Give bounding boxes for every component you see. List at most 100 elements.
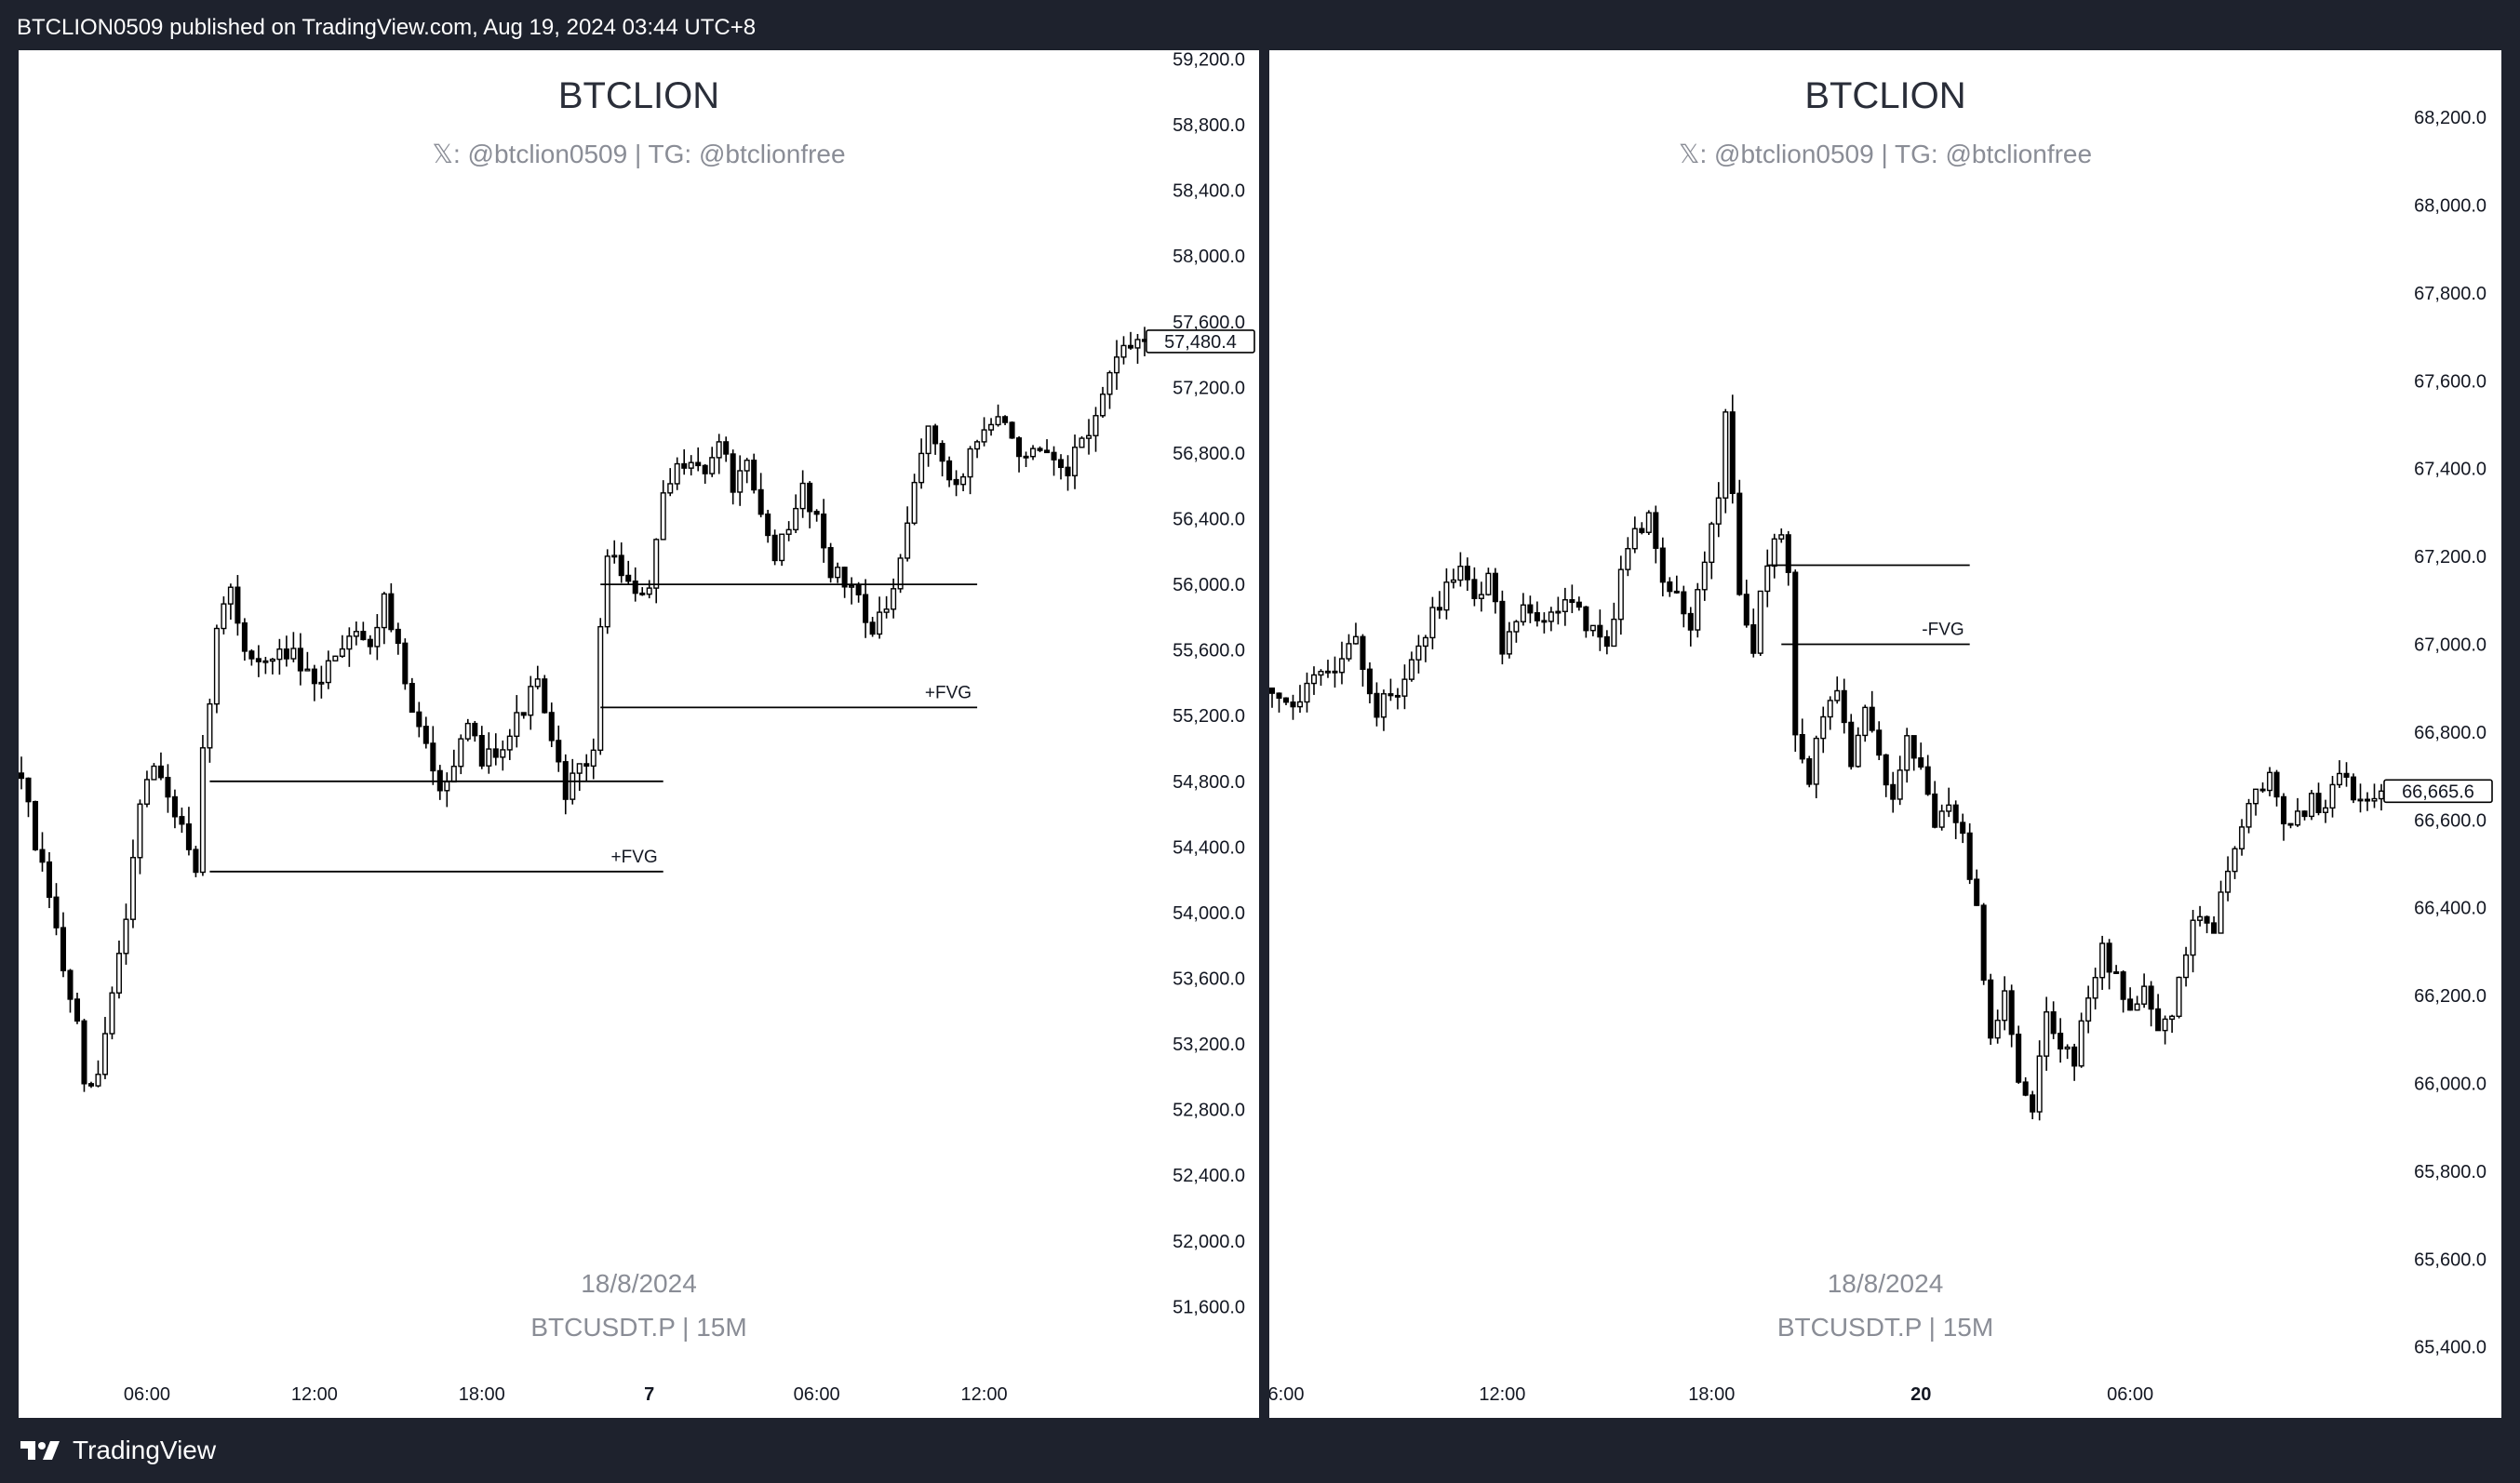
candle-body: [730, 453, 736, 493]
candle-body: [1051, 451, 1057, 461]
fvg-label: -FVG: [1922, 620, 1964, 639]
candle-body: [1722, 411, 1729, 499]
price-tick-label: 65,600.0: [2414, 1249, 2486, 1270]
candle-body: [1380, 693, 1387, 718]
candle-body: [534, 678, 541, 688]
candle-body: [849, 584, 855, 588]
candle-body: [1471, 579, 1478, 599]
candle-body: [1072, 447, 1079, 476]
price-tick-label: 66,200.0: [2414, 986, 2486, 1007]
candle-body: [1876, 729, 1883, 756]
time-tick-label: 6:00: [1269, 1384, 1304, 1405]
candle-body: [506, 735, 513, 751]
candle-body: [855, 584, 862, 595]
candle-body: [207, 702, 213, 749]
candlestick-chart-right[interactable]: 68,200.0 68,000.0 67,800.0 67,600.0 67,400.0…: [1269, 50, 2501, 1418]
price-tick-label: 55,200.0: [1173, 706, 1245, 727]
candle-body: [1611, 618, 1617, 648]
watermark-title: BTCLION: [557, 75, 720, 116]
candle-body: [785, 528, 792, 535]
price-tick-label: 67,000.0: [2414, 635, 2486, 655]
candle-body: [1960, 822, 1966, 835]
candle-body: [81, 1020, 87, 1085]
candle-body: [1569, 599, 1575, 604]
candle-body: [95, 1074, 101, 1087]
candle-body: [1009, 421, 1015, 439]
candle-body: [297, 648, 303, 672]
candle-body: [1346, 643, 1352, 660]
candle-body: [827, 547, 834, 579]
candle-body: [2127, 998, 2134, 1011]
candle-body: [374, 626, 381, 648]
candle-body: [395, 628, 401, 645]
candle-body: [381, 593, 387, 629]
price-tick-label: 68,000.0: [2414, 195, 2486, 216]
candle-body: [1952, 804, 1959, 823]
candle-body: [2343, 772, 2350, 778]
candle-body: [269, 658, 275, 662]
candle-body: [1429, 607, 1436, 639]
candle-body: [2044, 1011, 2050, 1057]
candle-body: [450, 765, 457, 783]
candle-body: [918, 452, 925, 484]
candle-body: [891, 588, 897, 610]
candle-body: [1729, 411, 1736, 494]
candle-body: [813, 511, 820, 515]
candle-body: [137, 803, 143, 859]
tradingview-logo-icon[interactable]: [19, 1437, 61, 1463]
candle-body: [2309, 793, 2315, 818]
candle-body: [583, 763, 590, 768]
candle-body: [716, 441, 722, 459]
candle-body: [1625, 548, 1631, 570]
candle-body: [1079, 437, 1085, 448]
chart-panel-right[interactable]: 68,200.0 68,000.0 67,800.0 67,600.0 67,400.0…: [1269, 50, 2501, 1418]
candle-body: [235, 586, 241, 624]
candle-body: [2378, 790, 2385, 800]
candle-body: [1394, 694, 1401, 698]
candle-body: [2239, 826, 2245, 849]
candle-body: [835, 567, 841, 579]
candle-body: [639, 592, 646, 595]
watermark-date: 18/8/2024: [1827, 1269, 1944, 1298]
price-tick-label: 67,200.0: [2414, 547, 2486, 568]
candle-body: [2253, 788, 2259, 805]
candle-body: [304, 668, 311, 672]
price-tick-label: 54,400.0: [1173, 837, 1245, 858]
candle-body: [793, 507, 799, 531]
candle-body: [905, 522, 911, 559]
candle-body: [570, 772, 576, 800]
candle-body: [988, 423, 995, 431]
chart-panel-left[interactable]: 59,200.0 58,800.0 58,400.0 58,000.0 57,600.0…: [19, 50, 1259, 1418]
candle-body: [1127, 344, 1134, 349]
candle-body: [1709, 523, 1715, 564]
candle-body: [863, 594, 869, 623]
candle-body: [2064, 1046, 2071, 1050]
candle-body: [1841, 689, 1847, 724]
candle-body: [1750, 623, 1757, 654]
price-tick-label: 68,200.0: [2414, 108, 2486, 128]
candle-body: [1820, 715, 1827, 740]
candle-body: [2371, 797, 2378, 802]
candle-body: [53, 896, 60, 929]
candle-body: [416, 711, 422, 728]
candle-body: [199, 747, 206, 874]
tradingview-brand[interactable]: TradingView: [73, 1436, 217, 1464]
price-tick-label: 56,400.0: [1173, 510, 1245, 530]
candle-body: [1827, 700, 1833, 718]
candle-body: [2008, 990, 2015, 1035]
price-tick-label: 66,800.0: [2414, 723, 2486, 743]
candle-body: [604, 555, 610, 628]
candle-body: [2323, 807, 2329, 813]
candle-body: [995, 416, 1001, 426]
time-tick-label: 06:00: [794, 1384, 840, 1405]
time-tick-label: 18:00: [1688, 1384, 1735, 1405]
price-tick-label: 58,400.0: [1173, 181, 1245, 202]
candle-body: [339, 648, 345, 658]
candle-body: [1099, 394, 1106, 417]
candle-body: [2197, 915, 2204, 921]
candlestick-chart-left[interactable]: 59,200.0 58,800.0 58,400.0 58,000.0 57,600.0…: [19, 50, 1259, 1418]
candle-body: [632, 580, 638, 595]
price-tick-label: 67,400.0: [2414, 460, 2486, 480]
candle-body: [185, 823, 192, 850]
time-tick-label: 20: [1910, 1384, 1931, 1405]
